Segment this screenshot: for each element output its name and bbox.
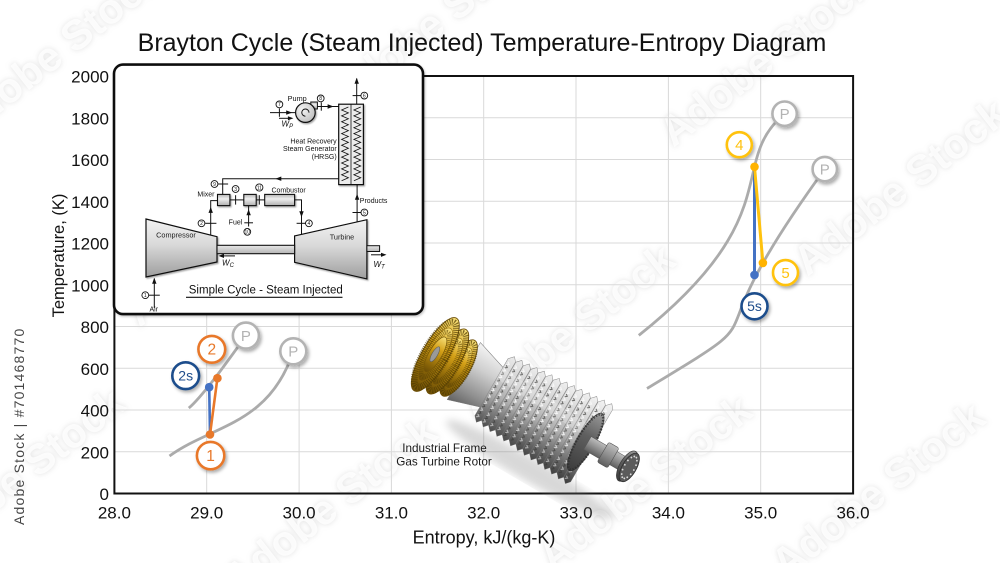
svg-text:1800: 1800: [71, 109, 109, 128]
svg-text:6: 6: [363, 93, 366, 99]
svg-text:11: 11: [257, 185, 262, 191]
svg-text:5: 5: [363, 210, 366, 216]
svg-text:1000: 1000: [71, 276, 109, 295]
svg-text:1: 1: [206, 448, 215, 465]
svg-text:31.0: 31.0: [375, 504, 408, 523]
svg-text:P: P: [820, 161, 830, 178]
svg-text:2: 2: [200, 221, 203, 227]
svg-text:1: 1: [144, 293, 147, 299]
svg-text:3: 3: [234, 187, 237, 193]
svg-text:29.0: 29.0: [190, 504, 223, 523]
svg-text:4: 4: [308, 221, 311, 227]
svg-text:2s: 2s: [178, 368, 193, 384]
svg-text:2: 2: [207, 342, 216, 359]
svg-text:P: P: [241, 328, 251, 345]
svg-text:Pump: Pump: [288, 94, 307, 103]
svg-text:P: P: [288, 344, 298, 361]
svg-text:Products: Products: [360, 198, 388, 205]
svg-text:10: 10: [245, 230, 251, 236]
svg-text:1200: 1200: [71, 235, 109, 254]
svg-text:Steam Generator: Steam Generator: [283, 146, 337, 153]
svg-text:34.0: 34.0: [652, 504, 685, 523]
svg-text:Heat Recovery: Heat Recovery: [290, 138, 337, 145]
svg-text:1600: 1600: [71, 151, 109, 170]
svg-text:Brayton Cycle (Steam Injected): Brayton Cycle (Steam Injected) Temperatu…: [138, 29, 827, 57]
svg-text:P: P: [780, 106, 790, 123]
svg-text:WT: WT: [374, 260, 387, 271]
svg-text:600: 600: [81, 360, 109, 379]
svg-text:(HRSG): (HRSG): [312, 154, 337, 161]
svg-text:Gas Turbine Rotor: Gas Turbine Rotor: [396, 456, 492, 469]
svg-text:4: 4: [735, 137, 743, 154]
svg-text:5: 5: [781, 265, 789, 282]
svg-text:Fuel: Fuel: [229, 219, 243, 226]
svg-text:32.0: 32.0: [467, 504, 500, 523]
svg-text:400: 400: [81, 402, 109, 421]
svg-text:35.0: 35.0: [744, 504, 777, 523]
svg-text:Air: Air: [150, 307, 159, 314]
svg-text:2000: 2000: [71, 68, 109, 87]
svg-text:36.0: 36.0: [836, 504, 869, 523]
svg-text:5s: 5s: [747, 298, 762, 314]
svg-text:WC: WC: [222, 259, 235, 270]
svg-text:Industrial Frame: Industrial Frame: [402, 442, 486, 455]
svg-text:8: 8: [319, 96, 322, 102]
svg-text:7: 7: [278, 102, 281, 108]
svg-text:800: 800: [81, 318, 109, 337]
svg-text:WP: WP: [282, 119, 294, 130]
svg-text:Combustor: Combustor: [271, 188, 306, 195]
svg-text:0: 0: [100, 485, 109, 504]
svg-text:1400: 1400: [71, 193, 109, 212]
svg-text:Temperature, (K): Temperature, (K): [50, 194, 68, 318]
svg-text:28.0: 28.0: [98, 504, 131, 523]
svg-text:Compressor: Compressor: [156, 231, 196, 240]
svg-text:Mixer: Mixer: [197, 192, 215, 199]
svg-text:200: 200: [81, 443, 109, 462]
svg-text:Entropy, kJ/(kg-K): Entropy, kJ/(kg-K): [413, 528, 556, 548]
svg-text:9: 9: [213, 182, 216, 188]
svg-text:Adobe Stock | #701468770: Adobe Stock | #701468770: [11, 328, 27, 525]
svg-text:Simple Cycle - Steam Injected: Simple Cycle - Steam Injected: [189, 284, 343, 296]
svg-text:30.0: 30.0: [283, 504, 316, 523]
svg-text:Turbine: Turbine: [330, 233, 354, 242]
